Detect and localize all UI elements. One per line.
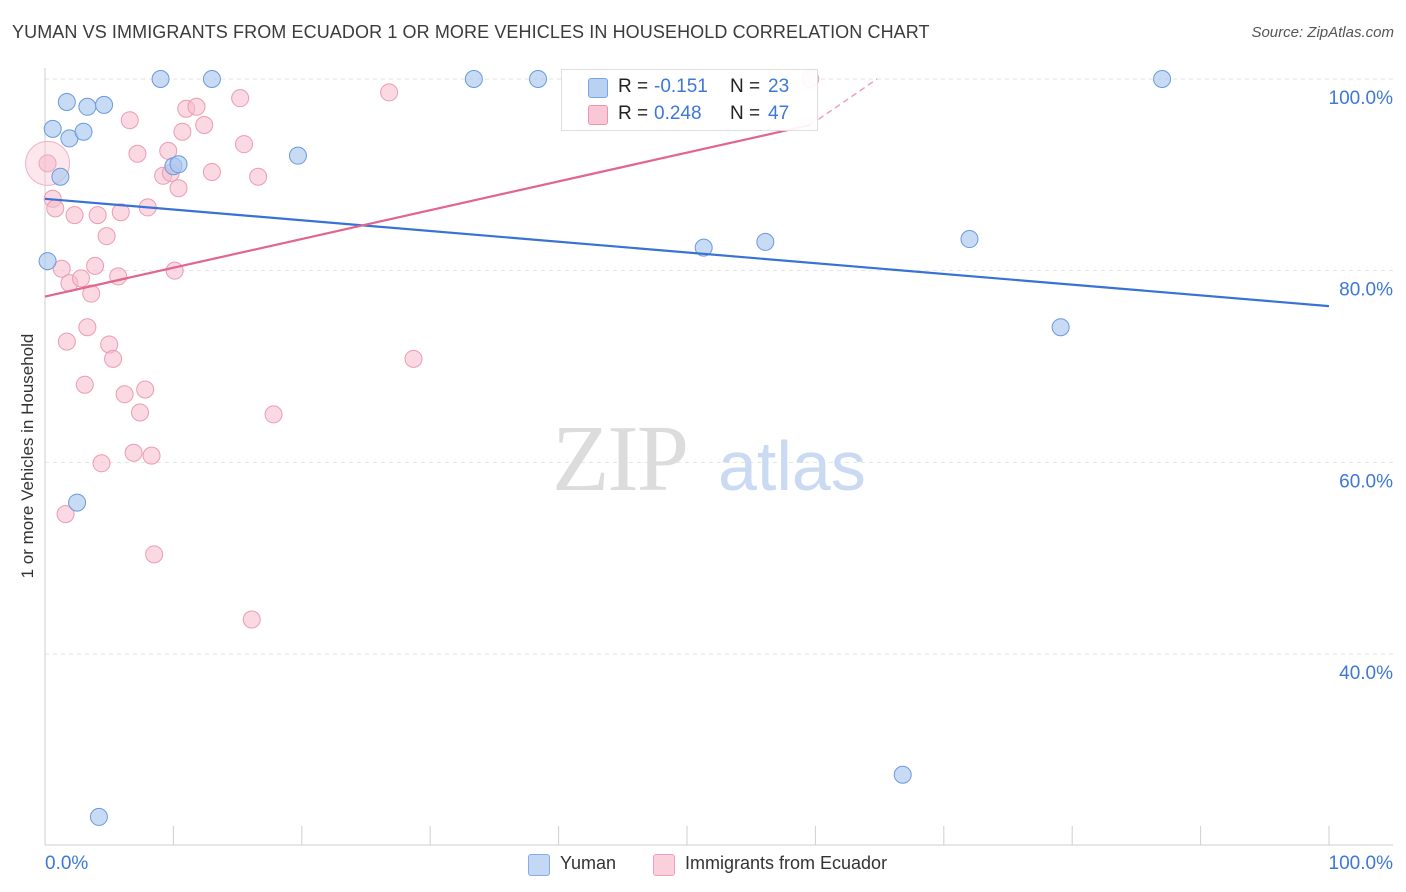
trendlines xyxy=(44,78,1330,308)
y-tick-label: 100.0% xyxy=(1329,88,1394,109)
yuman-trendline xyxy=(44,197,1330,308)
yuman-point xyxy=(960,230,979,249)
yuman-point xyxy=(202,70,221,88)
yuman-point xyxy=(74,122,93,141)
ecuador-point xyxy=(86,256,105,275)
ecuador-point xyxy=(92,454,111,473)
ecuador-point xyxy=(115,385,134,404)
ecuador-point xyxy=(173,122,192,141)
r-label: R = xyxy=(618,76,649,97)
chart-source: Source: ZipAtlas.com xyxy=(1251,24,1394,41)
ecuador-point xyxy=(111,203,130,222)
yuman-point xyxy=(288,146,307,165)
ecuador-point xyxy=(104,349,123,368)
ecuador-point xyxy=(380,83,399,102)
y-tick-label: 40.0% xyxy=(1339,663,1393,684)
series-legend: Yuman Immigrants from Ecuador xyxy=(0,852,1406,878)
yuman-point xyxy=(464,70,483,88)
legend-swatch-ecuador xyxy=(653,854,675,876)
n-label: N = xyxy=(730,103,761,124)
chart-title: YUMAN VS IMMIGRANTS FROM ECUADOR 1 OR MO… xyxy=(12,22,930,42)
x-tick-label: 0.0% xyxy=(45,853,88,874)
yuman-point xyxy=(78,97,97,116)
series-immigrants-from-ecuador xyxy=(25,70,820,629)
gridlines xyxy=(45,78,1393,655)
r-label: R = xyxy=(618,103,649,124)
yuman-point xyxy=(38,252,57,271)
yuman-point xyxy=(151,70,170,88)
watermark-atlas: atlas xyxy=(718,427,866,505)
n-value: 23 xyxy=(768,76,790,97)
axes xyxy=(44,68,1393,846)
ecuador-point xyxy=(169,179,188,198)
ecuador-point xyxy=(202,162,221,181)
ecuador-point xyxy=(249,167,268,186)
yuman-point xyxy=(1153,70,1172,88)
ecuador-point xyxy=(124,443,143,462)
x-tick-labels: 0.0% 100.0% xyxy=(45,853,1393,874)
yuman-point xyxy=(893,765,912,784)
legend-swatch-ecuador xyxy=(588,105,608,125)
legend-swatch-yuman xyxy=(588,78,608,98)
ecuador-point xyxy=(187,97,206,116)
legend-label: Yuman xyxy=(560,853,617,873)
yuman-point xyxy=(51,167,70,186)
yuman-point xyxy=(169,155,188,174)
yuman-point xyxy=(43,119,62,138)
ecuador-point xyxy=(97,227,116,246)
ecuador-point xyxy=(88,206,107,225)
ecuador-point xyxy=(52,259,71,278)
watermark: ZIP atlas xyxy=(552,407,866,511)
ecuador-trendline xyxy=(44,123,811,298)
ecuador-trendline-extension xyxy=(809,78,878,126)
ecuador-point xyxy=(65,206,84,225)
y-tick-label: 80.0% xyxy=(1339,280,1393,301)
ecuador-point xyxy=(404,349,423,368)
ecuador-point xyxy=(242,610,261,629)
yuman-point xyxy=(694,238,713,257)
watermark-zip: ZIP xyxy=(552,407,687,511)
yuman-point xyxy=(89,807,108,826)
ecuador-point xyxy=(235,135,254,154)
ecuador-point xyxy=(195,116,214,134)
ecuador-point xyxy=(46,199,65,218)
ecuador-point xyxy=(264,405,283,424)
ecuador-point xyxy=(136,380,155,399)
ecuador-point xyxy=(78,318,97,337)
ecuador-point xyxy=(56,505,75,524)
ecuador-point xyxy=(231,89,250,108)
r-value: -0.151 xyxy=(654,76,708,97)
n-label: N = xyxy=(730,76,761,97)
yuman-point xyxy=(57,93,76,111)
yuman-point xyxy=(529,70,548,88)
r-value: 0.248 xyxy=(654,103,702,124)
y-tick-labels: 40.0% 60.0% 80.0% 100.0% xyxy=(1329,88,1394,684)
y-tick-label: 60.0% xyxy=(1339,471,1393,492)
ecuador-point xyxy=(142,446,161,465)
series-yuman xyxy=(38,70,1172,826)
legend-swatch-yuman xyxy=(528,854,550,876)
ecuador-point xyxy=(120,111,139,130)
yuman-point xyxy=(95,95,114,114)
ecuador-point xyxy=(131,403,150,422)
ecuador-point xyxy=(75,375,94,394)
ecuador-point xyxy=(57,332,76,351)
n-value: 47 xyxy=(768,103,790,124)
ecuador-point xyxy=(145,545,164,564)
yuman-point xyxy=(1051,318,1070,337)
ecuador-point xyxy=(165,261,184,280)
ecuador-point xyxy=(38,154,57,173)
stats-legend: R = -0.151 N = 23 R = 0.248 N = 47 xyxy=(561,69,818,131)
yuman-point xyxy=(756,232,775,251)
x-tick-label: 100.0% xyxy=(1329,853,1394,874)
ecuador-point xyxy=(128,144,147,163)
ecuador-point xyxy=(71,269,90,288)
yuman-point xyxy=(68,493,87,512)
legend-label: Immigrants from Ecuador xyxy=(685,853,888,873)
